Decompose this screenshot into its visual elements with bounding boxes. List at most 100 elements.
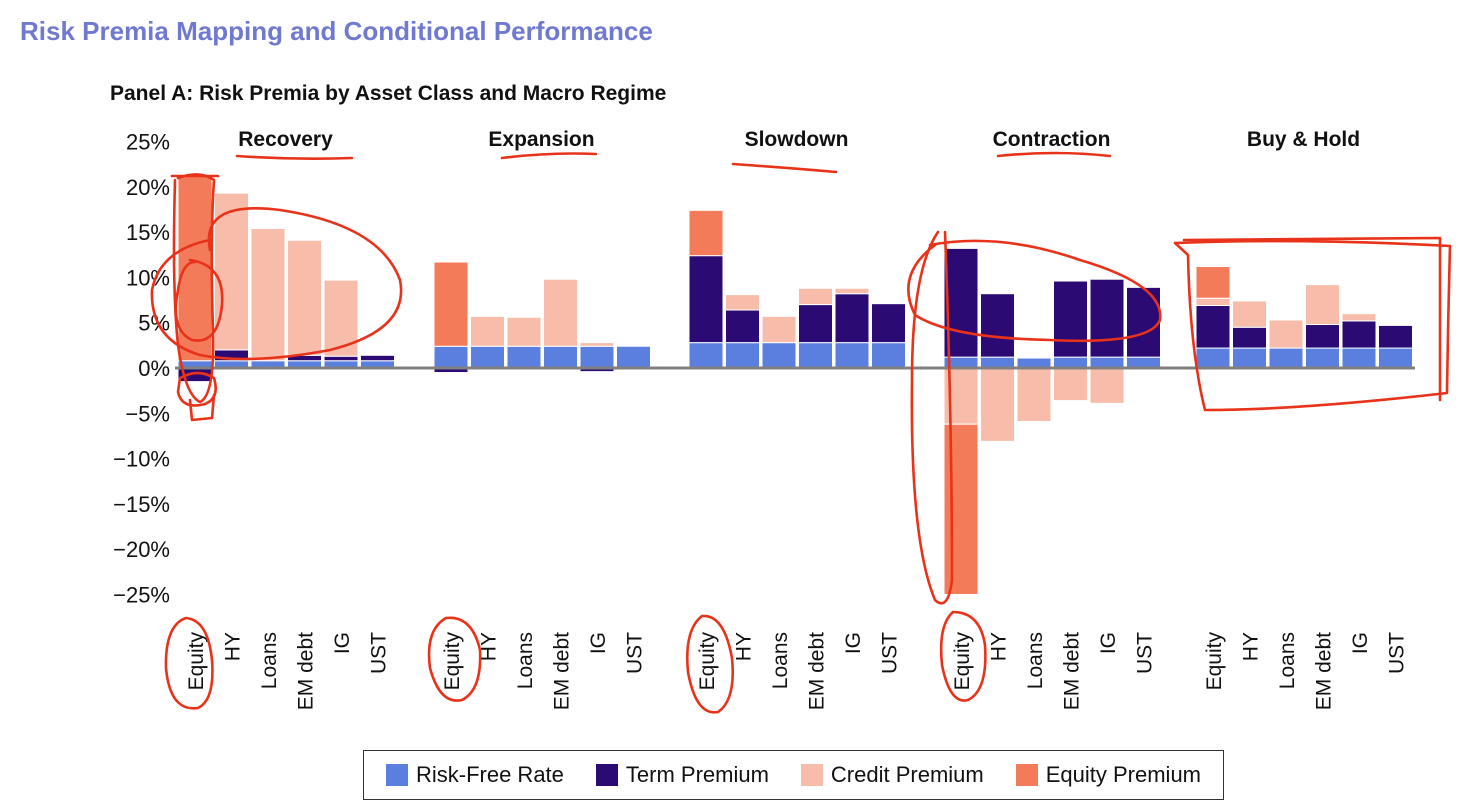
x-tick-label: EM debt — [1061, 632, 1084, 710]
bar-segment-credit — [1341, 313, 1377, 322]
legend-label: Equity Premium — [1045, 762, 1202, 787]
bar-segment-term — [1053, 280, 1088, 358]
bar-segment-term — [1305, 324, 1340, 349]
bar-segment-equity — [433, 261, 469, 347]
bar-segment-risk-free — [871, 342, 906, 369]
bar-segment-credit — [1089, 367, 1125, 404]
bar-segment-credit — [761, 315, 797, 344]
mark-recovery-hook — [188, 393, 216, 422]
x-tick-label: IG — [331, 632, 354, 654]
legend-item-equity: Equity Premium — [1015, 762, 1202, 788]
x-tick-label: IG — [1097, 632, 1120, 654]
x-tick-label: Loans — [769, 632, 792, 689]
bar-segment-risk-free — [688, 342, 724, 369]
bar-segment-risk-free — [470, 345, 505, 369]
bar-segment-risk-free — [433, 345, 469, 369]
bar-segment-credit — [250, 227, 286, 362]
bar-segment-term — [1232, 326, 1267, 349]
x-tick-label: EM debt — [551, 632, 574, 710]
bar-segment-risk-free — [579, 345, 615, 369]
legend-swatch — [385, 764, 408, 786]
bar-segment-equity — [688, 209, 724, 257]
bar-segment-risk-free — [543, 345, 578, 369]
x-tick-label: Loans — [1024, 632, 1047, 689]
x-tick-label: Equity — [1203, 632, 1226, 691]
bar-segment-term — [1089, 278, 1125, 358]
bar-segment-risk-free — [1305, 347, 1340, 369]
x-tick-label: IG — [1349, 632, 1372, 654]
y-tick-label: −20% — [113, 537, 170, 562]
x-tick-label: Loans — [258, 632, 281, 689]
bar-segment-term — [1378, 324, 1413, 349]
group-label: Expansion — [488, 128, 594, 151]
x-tick-label: Loans — [514, 632, 537, 689]
y-tick-label: −10% — [113, 447, 170, 472]
bar-segment-credit — [470, 315, 505, 347]
x-tick-label: EM debt — [295, 632, 318, 710]
bar-segment-term — [1341, 320, 1377, 349]
bar-segment-risk-free — [761, 342, 797, 369]
bar-segment-risk-free — [506, 345, 542, 369]
legend-label: Risk-Free Rate — [415, 762, 564, 787]
x-tick-label: Equity — [185, 632, 208, 691]
y-tick-label: 25% — [126, 130, 170, 155]
chart-title: Panel A: Risk Premia by Asset Class and … — [110, 82, 666, 105]
x-tick-label: Equity — [441, 632, 464, 691]
bar-segment-term — [980, 293, 1015, 358]
underline-expansion — [500, 152, 598, 160]
bar-segment-risk-free — [834, 342, 870, 369]
y-tick-label: 20% — [126, 175, 170, 200]
risk-premia-chart: Panel A: Risk Premia by Asset Class and … — [110, 82, 1452, 714]
bar-segment-risk-free — [616, 345, 651, 369]
y-tick-label: 0% — [138, 356, 170, 381]
x-tick-label: Equity — [696, 632, 719, 691]
legend-swatch — [1015, 764, 1038, 786]
bar-segment-credit — [725, 294, 760, 311]
underline-slowdown — [731, 162, 838, 174]
bar-segment-credit — [798, 287, 833, 306]
bar-segment-equity — [943, 423, 979, 595]
y-tick-label: −15% — [113, 492, 170, 517]
bar-segment-credit — [1305, 284, 1340, 326]
x-tick-label: HY — [478, 632, 501, 661]
bar-segment-credit — [1232, 300, 1267, 328]
bar-segment-term — [360, 354, 395, 362]
x-tick-label: HY — [988, 632, 1011, 661]
chart-legend: Risk-Free Rate Term Premium Credit Premium… — [363, 750, 1224, 800]
bar-segment-credit — [543, 278, 578, 347]
bar-segment-risk-free — [980, 356, 1015, 369]
circle-contraction-equity — [910, 230, 954, 605]
bar-segment-credit — [287, 239, 322, 356]
bar-segment-term — [688, 255, 724, 344]
bar-segment-term — [798, 304, 833, 344]
bar-segment-risk-free — [725, 342, 760, 369]
circle-label-expansion-equity — [427, 616, 482, 702]
group-label: Slowdown — [745, 128, 849, 151]
bar-segment-term — [834, 293, 870, 344]
bar-segment-term — [871, 303, 906, 344]
y-tick-label: 15% — [126, 220, 170, 245]
x-tick-label: EM debt — [806, 632, 829, 710]
bar-segment-term — [1126, 286, 1161, 358]
legend-item-risk-free: Risk-Free Rate — [385, 762, 564, 788]
x-tick-label: UST — [1134, 632, 1157, 674]
circle-label-contraction-equity — [939, 610, 987, 702]
legend-label: Term Premium — [625, 762, 769, 787]
bar-segment-credit — [1053, 367, 1088, 402]
group-label: Recovery — [238, 128, 333, 151]
bar-segment-term — [1195, 304, 1231, 349]
x-tick-label: HY — [733, 632, 756, 661]
x-tick-label: UST — [368, 632, 391, 674]
x-tick-label: UST — [624, 632, 647, 674]
x-tick-label: UST — [879, 632, 902, 674]
y-tick-label: −25% — [113, 583, 170, 608]
x-tick-label: HY — [222, 632, 245, 661]
x-tick-label: IG — [842, 632, 865, 654]
circle-label-slowdown-equity — [686, 614, 734, 714]
page-title: Risk Premia Mapping and Conditional Perf… — [20, 16, 653, 46]
underline-contraction — [996, 151, 1112, 158]
legend-swatch — [595, 764, 618, 786]
circle-recovery-credit — [150, 207, 403, 361]
legend-label: Credit Premium — [830, 762, 984, 787]
y-tick-label: 10% — [126, 265, 170, 290]
